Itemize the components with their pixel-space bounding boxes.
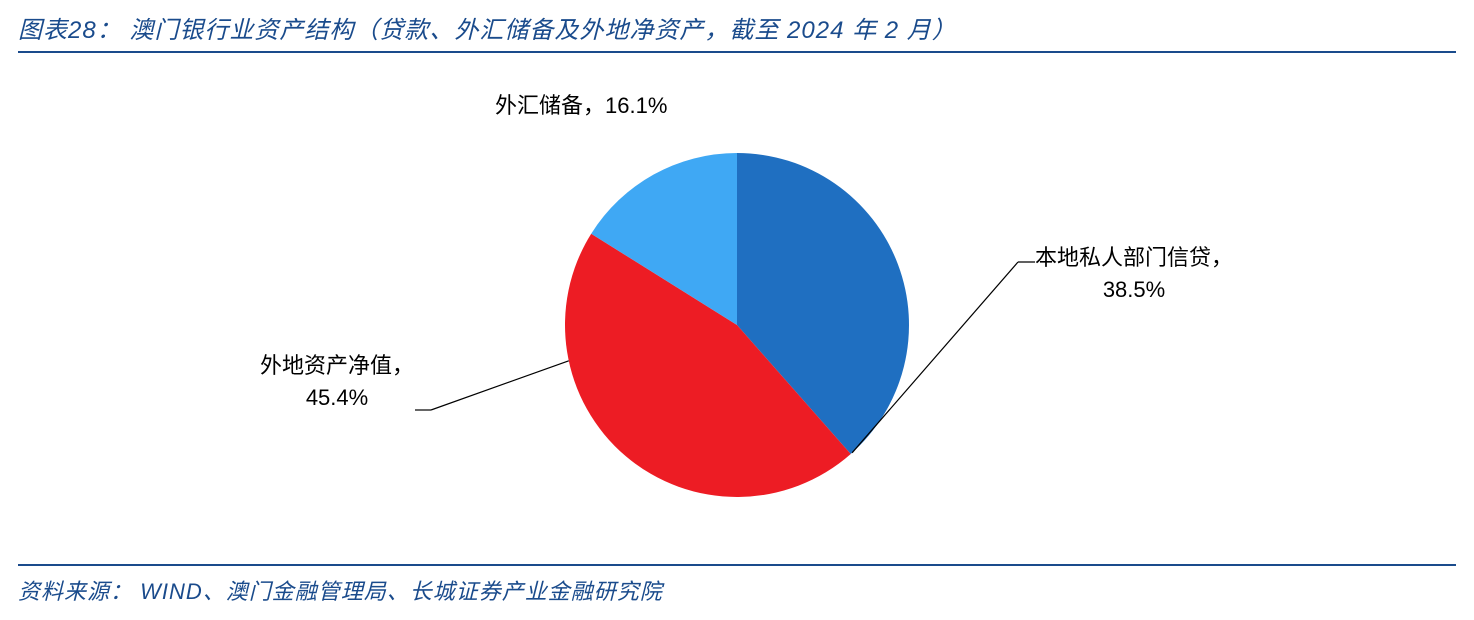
- slice-label-line1-2: 外汇储备，16.1%: [495, 90, 667, 122]
- pie-chart: 本地私人部门信贷，38.5% 外地资产净值，45.4% 外汇储备，16.1%: [0, 60, 1474, 550]
- source-text: WIND、澳门金融管理局、长城证券产业金融研究院: [140, 579, 663, 604]
- chart-title-bar: 图表28： 澳门银行业资产结构（贷款、外汇储备及外地净资产，截至 2024 年 …: [18, 10, 1456, 53]
- chart-title-prefix: 图表28：: [18, 17, 122, 44]
- slice-label-line2-1: 45.4%: [260, 382, 414, 414]
- slice-label-line1-0: 本地私人部门信贷，: [1035, 242, 1233, 274]
- slice-label-1: 外地资产净值，45.4%: [260, 350, 414, 414]
- pie-svg: [0, 60, 1474, 550]
- slice-label-line1-1: 外地资产净值，: [260, 350, 414, 382]
- leader-line-1: [431, 361, 569, 410]
- slice-label-line2-0: 38.5%: [1035, 274, 1233, 306]
- chart-title-text: 澳门银行业资产结构（贷款、外汇储备及外地净资产，截至 2024 年 2 月）: [129, 17, 956, 44]
- source-bar: 资料来源： WIND、澳门金融管理局、长城证券产业金融研究院: [18, 564, 1456, 606]
- slice-label-0: 本地私人部门信贷，38.5%: [1035, 242, 1233, 306]
- source-prefix: 资料来源：: [18, 579, 133, 604]
- slice-label-2: 外汇储备，16.1%: [495, 90, 667, 122]
